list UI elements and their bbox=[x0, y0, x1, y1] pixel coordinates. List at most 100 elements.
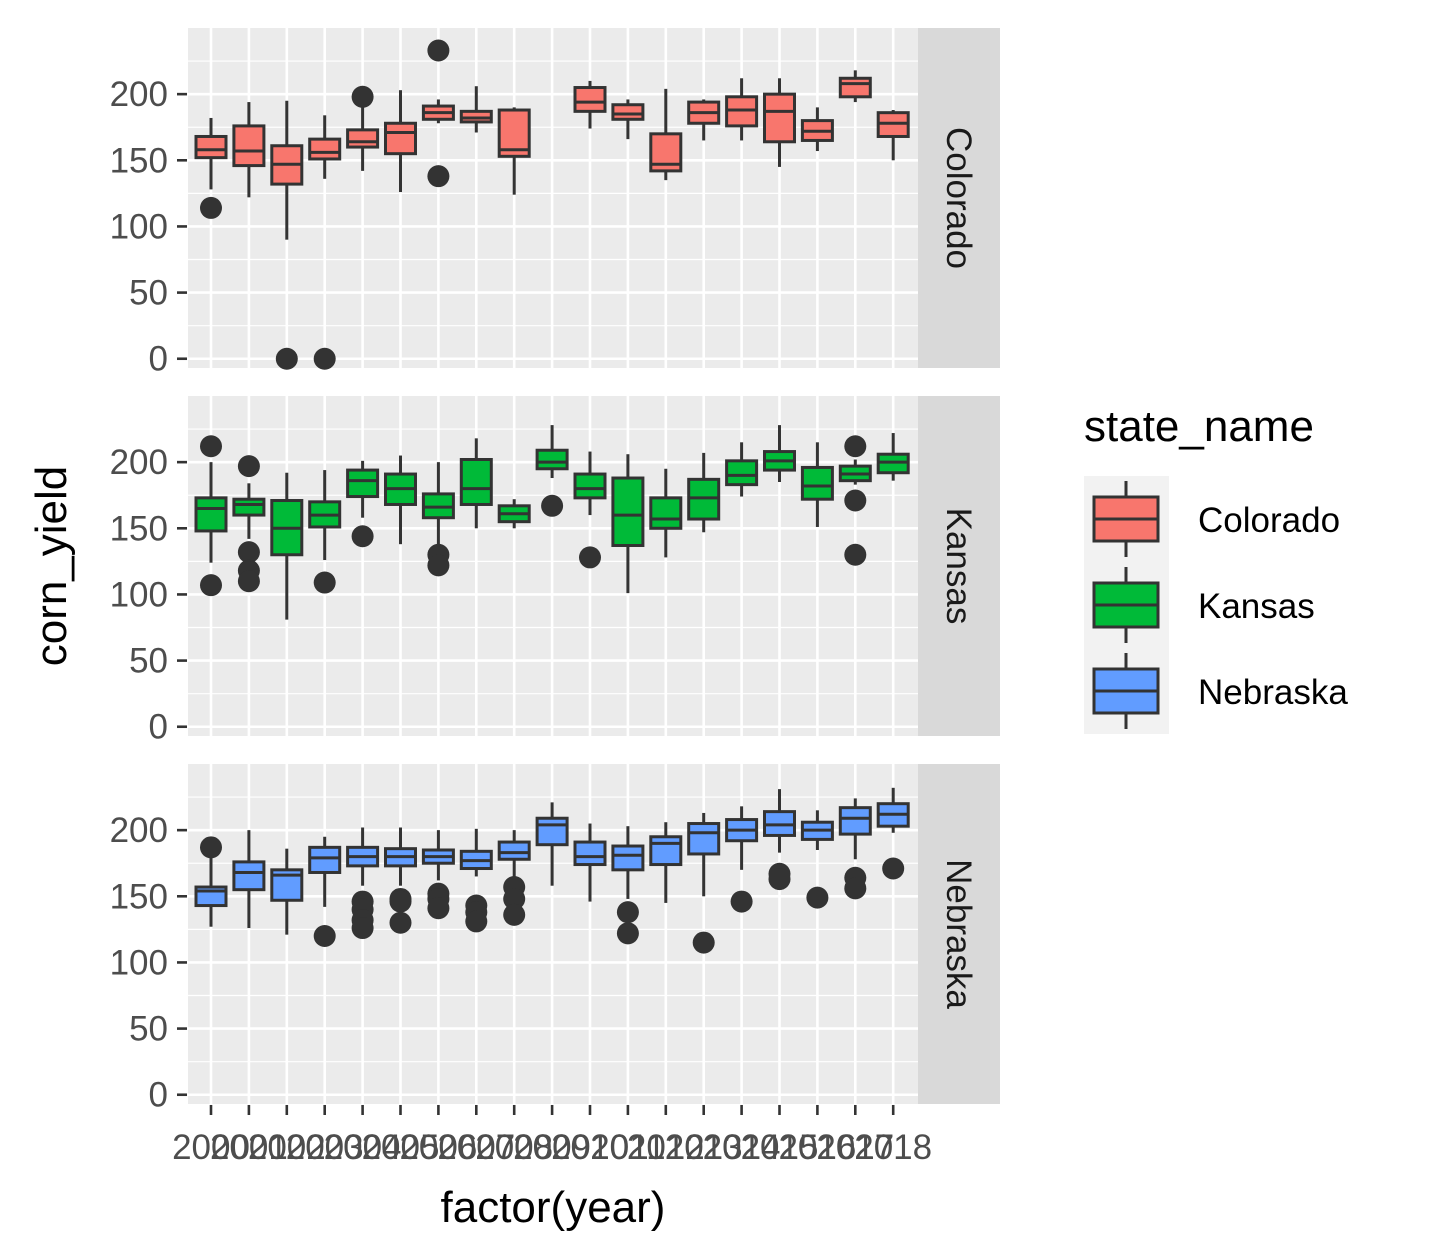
box-body bbox=[384, 121, 417, 156]
outlier-point bbox=[389, 911, 412, 934]
box-body bbox=[459, 458, 493, 506]
box-colorado-2015 bbox=[763, 78, 796, 167]
box-body bbox=[611, 476, 645, 547]
facet-strip bbox=[918, 28, 1000, 368]
box-body bbox=[497, 840, 531, 861]
box-body bbox=[838, 76, 872, 99]
box-colorado-2001 bbox=[232, 102, 266, 198]
legend-label: Nebraska bbox=[1198, 673, 1348, 712]
box-body bbox=[573, 840, 607, 867]
x-tick-label: 2010 bbox=[551, 1128, 629, 1167]
box-kansas-2002 bbox=[270, 472, 304, 620]
legend-item-kansas: Kansas bbox=[1092, 567, 1315, 643]
outlier-point bbox=[768, 868, 791, 891]
y-tick-label: 0 bbox=[149, 1076, 168, 1115]
outlier-point bbox=[200, 574, 222, 597]
outlier-point bbox=[351, 85, 374, 108]
outlier-point bbox=[616, 922, 639, 945]
x-tick-label: 2015 bbox=[741, 1128, 819, 1167]
box-kansas-2015 bbox=[763, 425, 796, 482]
box-kansas-2014 bbox=[725, 442, 759, 497]
box-kansas-2013 bbox=[687, 452, 721, 533]
box-nebraska-2015 bbox=[763, 789, 796, 891]
y-tick-label: 150 bbox=[110, 877, 168, 916]
y-tick-label: 50 bbox=[129, 1010, 168, 1049]
legend: state_name Colorado Kansas Nebraska bbox=[1084, 402, 1348, 734]
box-body bbox=[535, 816, 569, 847]
outlier-point bbox=[465, 910, 488, 933]
box-kansas-2011 bbox=[611, 454, 645, 594]
x-tick-label: 2002 bbox=[248, 1128, 326, 1167]
outlier-point bbox=[844, 435, 867, 458]
box-body bbox=[194, 496, 228, 533]
box-colorado-2000 bbox=[194, 117, 228, 219]
box-colorado-2014 bbox=[725, 78, 759, 141]
x-tick-label: 2014 bbox=[703, 1128, 781, 1167]
outlier-point bbox=[237, 570, 260, 593]
y-tick-label: 100 bbox=[110, 575, 168, 614]
box-body bbox=[232, 124, 266, 168]
box-kansas-2017 bbox=[838, 435, 872, 566]
box-colorado-2012 bbox=[649, 88, 683, 181]
y-tick-label: 50 bbox=[129, 274, 168, 313]
outlier-point bbox=[200, 836, 222, 859]
box-nebraska-2018 bbox=[876, 787, 910, 880]
outlier-point bbox=[275, 347, 298, 370]
box-nebraska-2010 bbox=[573, 823, 607, 902]
outlier-point bbox=[844, 877, 867, 900]
outlier-point bbox=[427, 165, 450, 188]
outlier-point bbox=[313, 924, 336, 947]
box-body bbox=[232, 860, 266, 892]
box-kansas-2012 bbox=[649, 468, 683, 558]
box-kansas-2018 bbox=[876, 433, 910, 481]
box-kansas-2000 bbox=[194, 435, 228, 597]
outlier-point bbox=[237, 541, 260, 564]
x-tick-label: 2003 bbox=[286, 1128, 364, 1167]
box-nebraska-2006 bbox=[421, 830, 455, 920]
y-tick-label: 150 bbox=[110, 509, 168, 548]
x-tick-label: 2011 bbox=[590, 1128, 665, 1167]
outlier-point bbox=[692, 931, 715, 954]
y-axis-title: corn_yield bbox=[27, 466, 76, 667]
box-nebraska-2007 bbox=[459, 828, 493, 933]
x-tick-label: 2009 bbox=[513, 1128, 591, 1167]
outlier-point bbox=[541, 494, 564, 517]
outlier-point bbox=[313, 347, 336, 370]
box-nebraska-2002 bbox=[270, 848, 304, 935]
y-tick-label: 200 bbox=[110, 75, 168, 114]
box-body bbox=[232, 497, 266, 517]
box-kansas-2008 bbox=[497, 499, 531, 529]
panel-colorado: Colorado 0 50 100 150 200 bbox=[110, 28, 1000, 379]
outlier-point bbox=[503, 903, 526, 926]
x-tick-label: 2004 bbox=[324, 1128, 402, 1167]
x-axis-title: factor(year) bbox=[441, 1183, 666, 1232]
box-kansas-2007 bbox=[459, 438, 493, 529]
box-kansas-2006 bbox=[421, 462, 455, 577]
box-nebraska-2008 bbox=[497, 830, 531, 926]
box-body bbox=[725, 459, 759, 487]
box-body bbox=[308, 845, 342, 874]
x-tick-label: 2006 bbox=[399, 1128, 477, 1167]
box-kansas-2001 bbox=[232, 455, 266, 593]
box-colorado-2017 bbox=[838, 70, 872, 103]
outlier-point bbox=[616, 901, 639, 924]
outlier-point bbox=[351, 917, 374, 940]
panel-kansas: Kansas 0 50 100 150 200 bbox=[110, 396, 1000, 747]
outlier-point bbox=[237, 455, 260, 478]
facet-strip-label: Colorado bbox=[939, 127, 978, 269]
box-colorado-2005 bbox=[384, 90, 417, 193]
box-nebraska-2011 bbox=[611, 826, 645, 945]
box-nebraska-2000 bbox=[194, 836, 228, 927]
y-tick-label: 50 bbox=[129, 642, 168, 681]
outlier-point bbox=[579, 546, 601, 569]
box-nebraska-2014 bbox=[725, 806, 759, 913]
box-body bbox=[346, 128, 380, 149]
legend-label: Kansas bbox=[1198, 587, 1315, 626]
facet-strip bbox=[918, 396, 1000, 736]
box-body bbox=[346, 468, 380, 499]
y-tick-label: 100 bbox=[110, 943, 168, 982]
outlier-point bbox=[730, 890, 753, 913]
box-body bbox=[687, 822, 721, 856]
x-tick-label: 2000 bbox=[172, 1128, 250, 1167]
